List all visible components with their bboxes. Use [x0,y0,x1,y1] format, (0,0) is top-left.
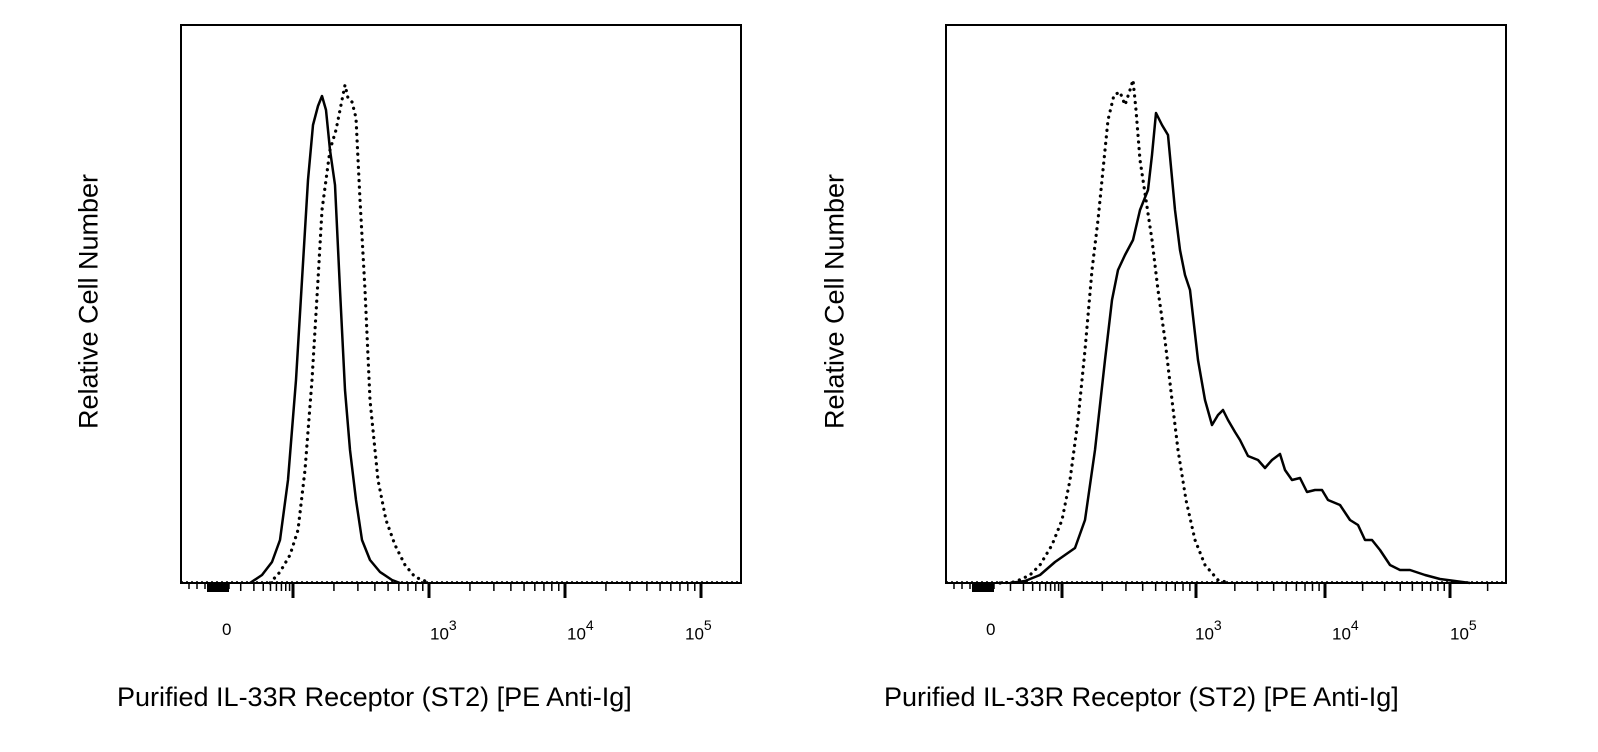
x-tick-1e4: 104 [1332,617,1359,644]
x-tick-1e5: 105 [685,617,712,644]
isotype-control-curve [998,78,1232,585]
histogram-panel-right: Relative Cell Number 0 103 104 105 Purif… [0,0,1507,752]
x-tick-0: 0 [986,620,996,639]
stained-sample-curve [1009,111,1471,585]
plot-frame [180,24,742,584]
x-axis-label: Purified IL-33R Receptor (ST2) [PE Anti-… [884,682,1399,712]
x-axis-ticks [953,583,1489,598]
isotype-control-curve [268,83,432,585]
y-axis-label: Relative Cell Number [819,173,850,430]
x-tick-0: 0 [222,620,232,639]
x-axis-label: Purified IL-33R Receptor (ST2) [PE Anti-… [117,682,632,712]
stained-sample-curve [249,94,401,585]
x-tick-1e3: 103 [1195,617,1222,644]
plot-frame [945,24,1507,584]
x-tick-1e5: 105 [1450,617,1477,644]
x-axis-ticks [188,583,703,598]
x-tick-1e3: 103 [430,617,457,644]
histogram-panel-left: Relative Cell Number 0 103 104 105 Purif… [0,0,780,752]
x-tick-1e4: 104 [567,617,594,644]
